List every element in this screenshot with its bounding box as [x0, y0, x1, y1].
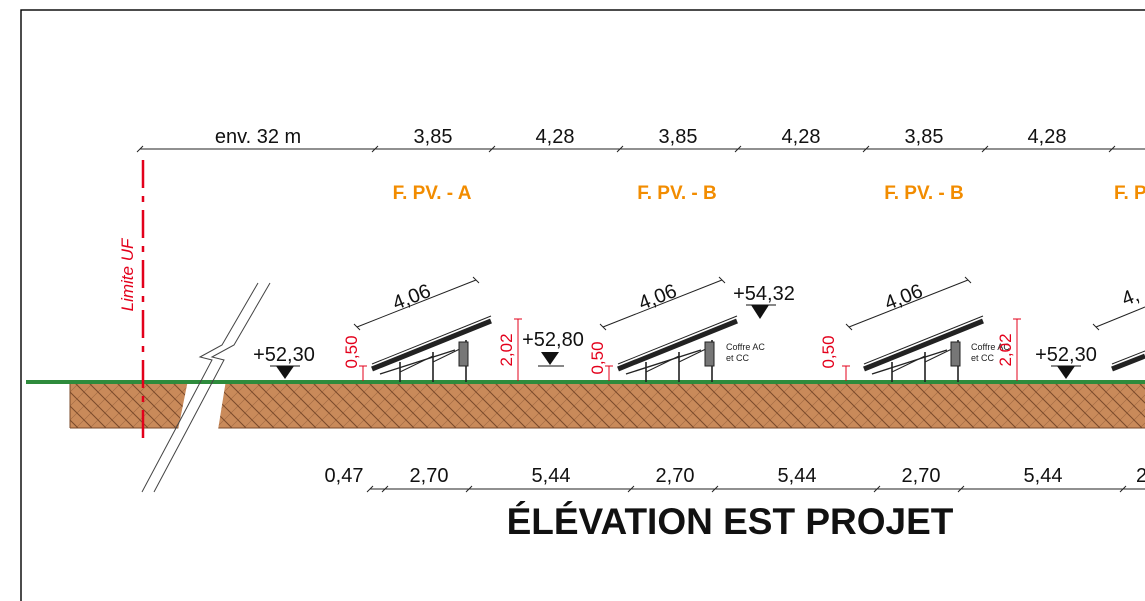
- field-label-cut: F. P: [1114, 183, 1145, 204]
- height-low-2: 0,50: [588, 341, 607, 374]
- top-dim-b: 4,28: [536, 126, 575, 148]
- level-marker-4: [1051, 365, 1081, 379]
- level-marker-1: [270, 365, 300, 379]
- height-high-2: 2,02: [996, 333, 1015, 366]
- bottom-dim-1: 2,70: [410, 465, 449, 487]
- panel-length-1: 4,06: [390, 280, 434, 315]
- top-dim-c: 3,85: [659, 126, 698, 148]
- top-dim-first: env. 32 m: [215, 126, 301, 148]
- height-low-3: 0,50: [819, 335, 838, 368]
- panel-length-3: 4,06: [882, 280, 926, 315]
- cabinet-label-1-line2: et CC: [726, 353, 750, 363]
- top-dim-d: 4,28: [782, 126, 821, 148]
- field-label-b1: F. PV. - B: [637, 183, 717, 204]
- cabinet-label-2-line1: Coffre AC: [971, 342, 1010, 352]
- level-marker-2: [538, 352, 564, 367]
- boundary-label: Limite UF: [118, 237, 137, 311]
- cabinet-label-1-line1: Coffre AC: [726, 342, 765, 352]
- bottom-dim-6: 5,44: [1024, 465, 1063, 487]
- level-value-4: +52,30: [1035, 344, 1097, 366]
- cabinet-label-2-line2: et CC: [971, 353, 995, 363]
- pv-table-2: 4,06: [599, 276, 738, 382]
- top-dim-a: 3,85: [414, 126, 453, 148]
- bottom-dim-2: 5,44: [532, 465, 571, 487]
- bottom-dim-5: 2,70: [902, 465, 941, 487]
- top-dimension-line: [136, 145, 1145, 153]
- level-value-2: +52,80: [522, 329, 584, 351]
- sheet-frame: [20, 9, 1145, 601]
- bottom-dim-4: 5,44: [778, 465, 817, 487]
- panel-length-cut: 4,: [1119, 284, 1143, 311]
- field-label-b2: F. PV. - B: [884, 183, 964, 204]
- bottom-dimension-line: [366, 485, 1145, 493]
- pv-table-3: 4,06: [845, 276, 984, 382]
- height-high-1: 2,02: [497, 333, 516, 366]
- level-value-3: +54,32: [733, 283, 795, 305]
- panel-length-2: 4,06: [636, 280, 680, 315]
- break-lines: [141, 282, 271, 493]
- top-dim-e: 3,85: [905, 126, 944, 148]
- break-gap: [178, 380, 226, 430]
- bottom-dim-3: 2,70: [656, 465, 695, 487]
- top-dim-f: 4,28: [1028, 126, 1067, 148]
- soil-band: [69, 384, 1145, 429]
- height-low-1: 0,50: [342, 335, 361, 368]
- level-value-1: +52,30: [253, 344, 315, 366]
- bottom-dim-0: 0,47: [325, 465, 364, 487]
- bottom-dim-cut: 2: [1136, 465, 1145, 487]
- pv-table-4: 4,: [1092, 284, 1145, 372]
- drawing-title: ÉLÉVATION EST PROJET: [507, 501, 954, 542]
- height-dimensions: [359, 318, 1021, 381]
- level-marker-3: [746, 304, 776, 319]
- field-label-a: F. PV. - A: [393, 183, 472, 204]
- pv-table-1: 4,06: [353, 276, 492, 382]
